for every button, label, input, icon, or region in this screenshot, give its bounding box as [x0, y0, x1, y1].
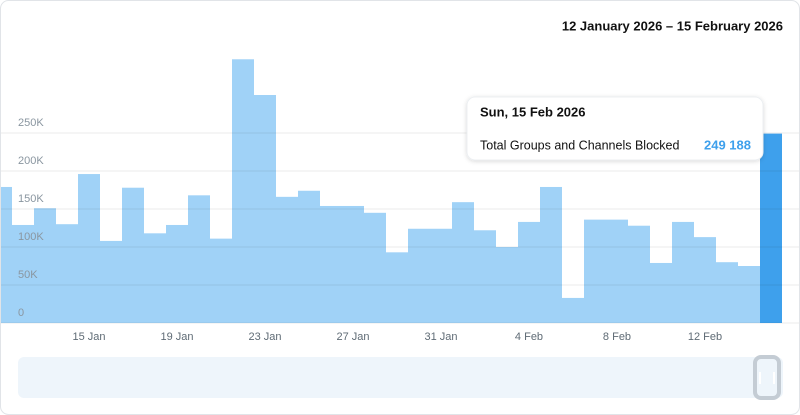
bar: [452, 202, 474, 323]
bar: [166, 224, 188, 323]
bar: [738, 266, 760, 323]
bar: [100, 240, 122, 323]
bar: [364, 212, 386, 323]
bar: [342, 205, 364, 323]
bar: [430, 228, 452, 323]
y-tick-label: 100K: [18, 231, 44, 243]
navigator-handle[interactable]: [753, 355, 781, 400]
navigator[interactable]: [18, 357, 783, 398]
bar: [210, 238, 232, 323]
bar: [606, 219, 628, 323]
bar: [34, 208, 56, 323]
bar: [496, 247, 518, 323]
bar: [144, 233, 166, 323]
bar: [474, 230, 496, 323]
tooltip-value: 249 188: [704, 137, 751, 152]
bar: [320, 205, 342, 323]
x-tick-label: 31 Jan: [424, 331, 457, 343]
bar: [276, 196, 298, 323]
bar: [628, 225, 650, 323]
bar: [518, 221, 540, 323]
x-tick-label: 15 Jan: [72, 331, 105, 343]
x-tick-label: 27 Jan: [336, 331, 369, 343]
y-tick-label: 250K: [18, 117, 44, 129]
bar: [12, 224, 34, 323]
bar: [1, 186, 12, 323]
bar: [672, 221, 694, 323]
bar: [298, 190, 320, 323]
bar: [122, 187, 144, 323]
tooltip: [466, 96, 764, 161]
tooltip-date: Sun, 15 Feb 2026: [480, 104, 586, 119]
bar: [386, 252, 408, 323]
tooltip-series: Total Groups and Channels Blocked: [480, 138, 679, 152]
bar: [760, 133, 782, 323]
bar: [188, 195, 210, 323]
bar: [408, 228, 430, 323]
bar: [254, 95, 276, 323]
x-tick-label: 8 Feb: [603, 331, 631, 343]
y-tick-label: 150K: [18, 193, 44, 205]
bar: [56, 224, 78, 323]
x-tick-label: 12 Feb: [688, 331, 722, 343]
date-range: 12 January 2026 – 15 February 2026: [562, 18, 783, 33]
y-tick-label: 0: [18, 307, 24, 319]
y-tick-label: 50K: [18, 269, 38, 281]
bar: [540, 186, 562, 323]
x-tick-label: 4 Feb: [515, 331, 543, 343]
bar: [562, 297, 584, 323]
bar: [716, 262, 738, 323]
bar: [694, 237, 716, 323]
y-tick-label: 200K: [18, 155, 44, 167]
x-tick-label: 23 Jan: [248, 331, 281, 343]
bar: [232, 59, 254, 323]
bar: [584, 219, 606, 323]
bar: [650, 262, 672, 323]
bar: [78, 174, 100, 323]
x-tick-label: 19 Jan: [160, 331, 193, 343]
